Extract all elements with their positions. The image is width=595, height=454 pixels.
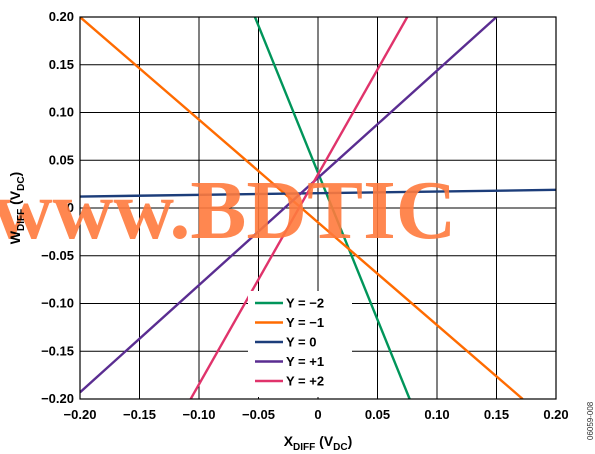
y-axis-label-unit-sub: DC [16,176,27,190]
y-tick-label: 0.20 [49,9,74,24]
x-tick-label: −0.10 [183,407,216,422]
legend-label-3: Y = +1 [286,354,324,369]
y-tick-label: −0.10 [41,296,74,311]
series-line-1 [80,17,524,399]
x-tick-label: −0.05 [242,407,275,422]
series-lines [80,17,556,399]
y-axis-label-main: W [7,230,23,244]
legend-label-0: Y = −2 [286,296,324,311]
legend-label-1: Y = −1 [286,315,324,330]
legend-label-4: Y = +2 [286,374,324,389]
figure-id: 06059-008 [586,401,595,440]
y-tick-label: −0.05 [41,248,74,263]
legend-label-2: Y = 0 [286,335,316,350]
series-line-0 [253,17,411,399]
legend-box [248,291,352,397]
x-axis-label-unit-close: ) [348,433,353,449]
y-tick-label: 0.05 [49,152,74,167]
x-tick-label: 0 [314,407,321,422]
legend: Y = −2 Y = −1 Y = 0 Y = +1 Y = +2 [248,291,352,397]
x-axis-label: XDIFF (VDC) [284,433,353,453]
x-tick-label: 0.05 [365,407,390,422]
x-axis-label-unit-sub: DC [333,442,347,453]
x-tick-label: 0.10 [424,407,449,422]
y-axis-label-sub: DIFF [16,209,27,231]
y-tick-label: 0 [67,200,74,215]
x-axis-label-unit-open: (V [315,433,334,449]
y-tick-labels: 0.20 0.15 0.10 0.05 0 −0.05 −0.10 −0.15 −0.20 [41,9,74,406]
x-tick-label: 0.15 [484,407,509,422]
y-tick-label: −0.20 [41,391,74,406]
y-axis-label: WDIFF (VDC) [7,172,27,244]
series-line-2 [80,188,556,198]
series-line-3 [80,17,498,394]
x-axis-label-sub: DIFF [293,442,315,453]
watermark: www.BDTIC [0,164,456,257]
y-axis-label-unit-open: (V [7,190,23,209]
y-axis-label-unit-close: ) [7,172,23,177]
x-tick-labels: −0.20 −0.15 −0.10 −0.05 0 0.05 0.10 0.15 0.20 [64,407,569,422]
y-tick-label: −0.15 [41,343,74,358]
x-axis-label-main: X [284,433,294,449]
series-line-4 [189,17,409,399]
x-tick-label: −0.20 [64,407,97,422]
y-tick-label: 0.10 [49,105,74,120]
y-tick-label: 0.15 [49,57,74,72]
x-tick-label: −0.15 [123,407,156,422]
plot-frame [79,16,557,400]
x-tick-label: 0.20 [543,407,568,422]
